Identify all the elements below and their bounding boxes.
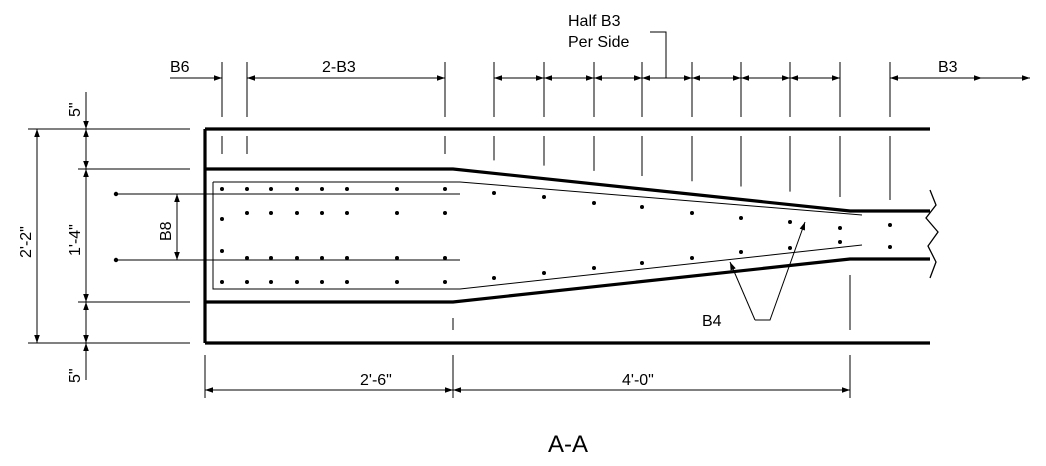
label-1-4: 1'-4" bbox=[67, 224, 84, 256]
rebar-dot bbox=[220, 217, 224, 221]
left-dimensions bbox=[28, 92, 190, 380]
rebar-dot bbox=[269, 211, 273, 215]
bar-b4-top bbox=[213, 181, 863, 216]
label-4-0: 4'-0" bbox=[622, 372, 654, 389]
rebar-dot bbox=[542, 195, 546, 199]
label-b4: B4 bbox=[702, 313, 722, 330]
rebar-dot bbox=[443, 256, 447, 260]
rebar-dot bbox=[492, 191, 496, 195]
rebar-dot bbox=[345, 187, 349, 191]
bar-b4-bottom bbox=[212, 182, 863, 290]
rebar-dots bbox=[220, 187, 892, 284]
bottom-dimensions bbox=[204, 275, 851, 398]
rebar-dot bbox=[220, 187, 224, 191]
rebar-dot bbox=[269, 280, 273, 284]
rebar-dot bbox=[443, 280, 447, 284]
rebar-dot bbox=[739, 216, 743, 220]
rebar-dot bbox=[269, 187, 273, 191]
rebar-dot bbox=[592, 266, 596, 270]
top-dimensions bbox=[170, 31, 1030, 81]
rebar-dot bbox=[838, 240, 842, 244]
label-b3-right: B3 bbox=[938, 59, 958, 76]
rebar-dot bbox=[395, 187, 399, 191]
bar-end-dot bbox=[113, 257, 119, 263]
rebar-dot bbox=[295, 280, 299, 284]
section-title: A-A bbox=[548, 431, 588, 458]
rebar-dot bbox=[542, 271, 546, 275]
rebar-dot bbox=[443, 187, 447, 191]
labels: Half B3 Per Side B6 2-B3 B3 B4 2'-6" 4'-… bbox=[18, 13, 958, 458]
break-line bbox=[925, 189, 939, 279]
rebar-dot bbox=[295, 211, 299, 215]
rebar-dot bbox=[345, 280, 349, 284]
rebar-dot bbox=[295, 187, 299, 191]
label-b6: B6 bbox=[170, 59, 190, 76]
rebar-dot bbox=[395, 211, 399, 215]
label-2-b3: 2-B3 bbox=[322, 59, 356, 76]
rebar-dot bbox=[443, 211, 447, 215]
b3-spacing-ticks bbox=[493, 62, 841, 197]
rebar-dot bbox=[640, 205, 644, 209]
rebar-dot bbox=[320, 187, 324, 191]
rebar-dot bbox=[888, 245, 892, 249]
rebar-dot bbox=[295, 256, 299, 260]
label-5-top: 5" bbox=[67, 102, 84, 117]
rebar-dot bbox=[739, 250, 743, 254]
rebar-dot bbox=[690, 211, 694, 215]
b4-leader-lower bbox=[729, 261, 756, 321]
label-per-side: Per Side bbox=[568, 34, 629, 51]
rebar-dot bbox=[395, 280, 399, 284]
rebar-dot bbox=[245, 280, 249, 284]
b4-leaders bbox=[729, 221, 806, 321]
rebar-dot bbox=[320, 280, 324, 284]
rebar-dot bbox=[245, 256, 249, 260]
half-b3-leader bbox=[650, 31, 667, 78]
rebar-dot bbox=[245, 211, 249, 215]
label-2-6: 2'-6" bbox=[360, 372, 392, 389]
beam-outline bbox=[203, 127, 939, 345]
rebar-dot bbox=[788, 246, 792, 250]
rebar-dot bbox=[690, 256, 694, 260]
rebar-dot bbox=[640, 261, 644, 265]
rebar-dot bbox=[838, 226, 842, 230]
reinforcement bbox=[113, 181, 892, 290]
void-bottom-edge bbox=[205, 257, 930, 304]
rebar-dot bbox=[220, 280, 224, 284]
rebar-dot bbox=[788, 220, 792, 224]
rebar-dot bbox=[220, 249, 224, 253]
void-top-edge bbox=[205, 167, 930, 213]
bar-end-dot bbox=[113, 191, 119, 197]
rebar-dot bbox=[345, 256, 349, 260]
rebar-dot bbox=[269, 256, 273, 260]
label-2-2: 2'-2" bbox=[18, 226, 35, 258]
label-half-b3: Half B3 bbox=[568, 13, 621, 30]
rebar-dot bbox=[888, 223, 892, 227]
top-extension-lines bbox=[221, 62, 891, 200]
rebar-dot bbox=[320, 256, 324, 260]
rebar-dot bbox=[320, 211, 324, 215]
b4-leader-upper bbox=[755, 221, 806, 321]
rebar-dot bbox=[245, 187, 249, 191]
rebar-dot bbox=[492, 276, 496, 280]
rebar-dot bbox=[345, 211, 349, 215]
rebar-dot bbox=[395, 256, 399, 260]
rebar-dot bbox=[592, 201, 596, 205]
label-b8: B8 bbox=[158, 221, 175, 241]
label-5-bottom: 5" bbox=[67, 368, 84, 383]
